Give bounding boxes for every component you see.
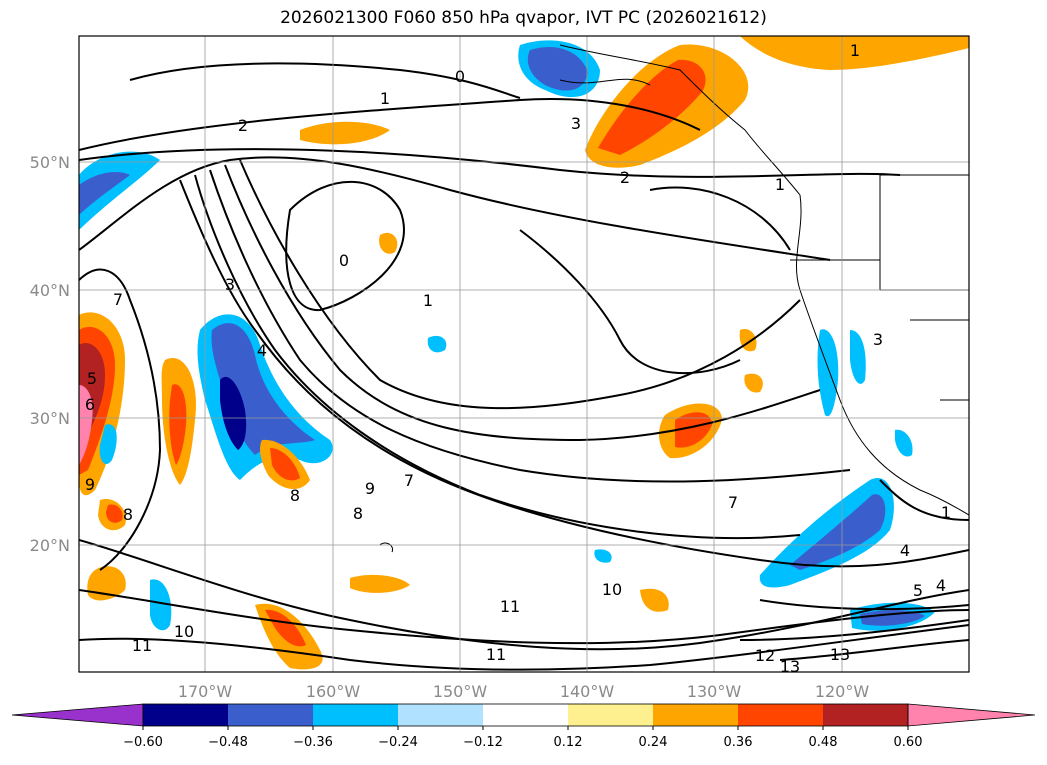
colorbar-tick-label: −0.60 xyxy=(123,735,163,750)
colorbar-swatch xyxy=(483,704,568,726)
latitude-labels: 50°N 40°N 30°N 20°N xyxy=(30,153,70,555)
contour-label: 5 xyxy=(87,369,97,388)
contour-label: 8 xyxy=(353,504,363,523)
colorbar-swatch xyxy=(398,704,483,726)
contour-label: 2 xyxy=(238,116,248,135)
colorbar-swatch xyxy=(738,704,823,726)
colorbar-tick-label: 0.24 xyxy=(639,735,668,750)
colorbar-extend-low xyxy=(11,703,144,727)
lat-label: 30°N xyxy=(30,409,70,428)
contour-label: 1 xyxy=(775,175,785,194)
contour-label: 3 xyxy=(873,330,883,349)
colorbar-tick-label: −0.36 xyxy=(293,735,333,750)
longitude-labels: 170°W 160°W 150°W 140°W 130°W 120°W xyxy=(178,682,870,701)
colorbar-extend-high xyxy=(907,703,1036,727)
colorbar-swatch xyxy=(313,704,398,726)
contour-label: 10 xyxy=(174,622,194,641)
colorbar-tick-label: 0.12 xyxy=(554,735,583,750)
contour-label: 1 xyxy=(380,89,390,108)
contour-label: 1 xyxy=(423,291,433,310)
colorbar-swatch xyxy=(143,704,228,726)
ivt-contours xyxy=(79,62,969,671)
contour-label: 4 xyxy=(900,541,910,560)
contour-label: 13 xyxy=(830,645,850,664)
contour-label: 11 xyxy=(132,636,152,655)
colorbar-swatch xyxy=(568,704,653,726)
colorbar-tick-label: −0.48 xyxy=(208,735,248,750)
map-title: 2026021300 F060 850 hPa qvapor, IVT PC (… xyxy=(280,8,767,28)
contour-label: 8 xyxy=(290,486,300,505)
colorbar-swatch xyxy=(653,704,738,726)
colorbar-tick-label: 0.60 xyxy=(894,735,923,750)
contour-label: 0 xyxy=(339,251,349,270)
colorbar-tick-label: −0.12 xyxy=(463,735,503,750)
contour-label: 1 xyxy=(941,503,951,522)
contour-label: 3 xyxy=(225,275,235,294)
colorbar-swatch xyxy=(228,704,313,726)
contour-label: 9 xyxy=(85,475,95,494)
contour-label: 7 xyxy=(404,471,414,490)
lon-label: 120°W xyxy=(815,682,870,701)
contour-label: 6 xyxy=(85,395,95,414)
contour-label: 10 xyxy=(602,580,622,599)
map-frame-border xyxy=(78,35,970,673)
lon-label: 130°W xyxy=(687,682,742,701)
colorbar-tick-label: 0.36 xyxy=(724,735,753,750)
contour-label: 7 xyxy=(113,290,123,309)
contour-label: 12 xyxy=(755,646,775,665)
colorbar-border xyxy=(142,703,909,727)
contour-label: 3 xyxy=(571,114,581,133)
contour-label: 5 xyxy=(913,581,923,600)
lon-label: 150°W xyxy=(433,682,488,701)
graticule xyxy=(79,36,969,672)
colorbar-tick-label: 0.48 xyxy=(809,735,838,750)
lat-label: 40°N xyxy=(30,281,70,300)
contour-label: 4 xyxy=(936,576,946,595)
contour-label: 4 xyxy=(257,341,267,360)
colorbar-tick-label: −0.24 xyxy=(378,735,418,750)
contour-label: 0 xyxy=(455,67,465,86)
lon-label: 170°W xyxy=(178,682,233,701)
contour-label: 1 xyxy=(850,41,860,60)
lat-label: 50°N xyxy=(30,153,70,172)
contour-label: 11 xyxy=(486,645,506,664)
lon-label: 140°W xyxy=(560,682,615,701)
colorbar-swatch xyxy=(823,704,908,726)
colorbar: −0.60 −0.48 −0.36 −0.24 −0.12 0.12 0.24 0.36 0.4… xyxy=(11,703,1036,750)
contour-label: 11 xyxy=(500,597,520,616)
contour-label: 7 xyxy=(728,493,738,512)
shaded-anomaly-field xyxy=(79,36,969,670)
contour-label: 8 xyxy=(123,505,133,524)
contour-label: 13 xyxy=(780,657,800,676)
contour-label: 9 xyxy=(365,479,375,498)
contour-label: 2 xyxy=(620,168,630,187)
lon-label: 160°W xyxy=(306,682,361,701)
lat-label: 20°N xyxy=(30,536,70,555)
